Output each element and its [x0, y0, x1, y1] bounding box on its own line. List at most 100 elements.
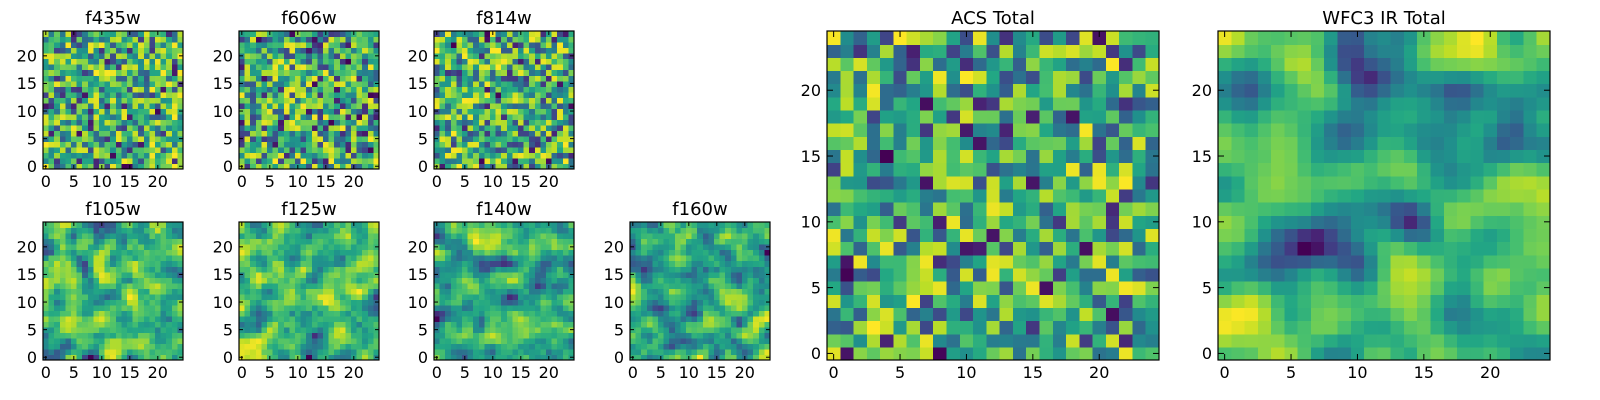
- heatmap-cell: [730, 337, 737, 345]
- heatmap-cell: [540, 91, 547, 98]
- heatmap-cell: [54, 130, 61, 137]
- heatmap-cell: [99, 299, 106, 306]
- heatmap-cells: [239, 31, 380, 170]
- heatmap-cell: [641, 227, 648, 234]
- heatmap-cell: [373, 227, 380, 234]
- heatmap-cell: [59, 299, 66, 306]
- heatmap-cell: [753, 277, 760, 284]
- heatmap-cell: [518, 299, 525, 306]
- heatmap-cell: [171, 113, 178, 120]
- heatmap-cell: [323, 135, 330, 142]
- y-tick-label: 15: [213, 265, 233, 284]
- heatmap-cell: [93, 102, 100, 109]
- heatmap-cell: [160, 58, 167, 65]
- heatmap-cell: [328, 354, 335, 361]
- heatmap-cell: [143, 277, 150, 284]
- heatmap-cell: [143, 97, 150, 104]
- heatmap-cell: [490, 249, 497, 256]
- heatmap-cell: [495, 326, 502, 333]
- heatmap-cell: [48, 124, 55, 131]
- heatmap-cell: [456, 282, 463, 289]
- heatmap-cell: [1026, 267, 1041, 282]
- heatmap-cell: [512, 310, 519, 317]
- heatmap-cell: [669, 271, 676, 278]
- heatmap-cell: [306, 238, 313, 245]
- heatmap-cell: [708, 227, 715, 234]
- heatmap-cell: [87, 141, 94, 148]
- heatmap-cell: [149, 354, 156, 361]
- heatmap-cell: [295, 53, 302, 60]
- heatmap-cell: [747, 310, 754, 317]
- heatmap-cell: [1012, 281, 1027, 295]
- heatmap-cell: [562, 130, 569, 137]
- heatmap-cell: [495, 146, 502, 154]
- heatmap-cell: [919, 254, 934, 269]
- heatmap-cell: [115, 141, 122, 148]
- heatmap-cell: [523, 233, 530, 240]
- x-tick-label: 0: [41, 172, 51, 191]
- x-tick-label: 15: [316, 363, 336, 382]
- heatmap-cell: [160, 31, 167, 38]
- heatmap-cell: [149, 80, 156, 87]
- heatmap-cell: [658, 227, 665, 234]
- heatmap-cell: [367, 157, 374, 165]
- heatmap-cell: [250, 293, 257, 300]
- heatmap-cell: [758, 332, 765, 339]
- heatmap-cell: [697, 271, 704, 278]
- heatmap-cell: [462, 124, 469, 131]
- heatmap-cell: [434, 86, 441, 93]
- heatmap-cell: [663, 249, 670, 256]
- heatmap-cell: [506, 244, 513, 251]
- heatmap-cell: [155, 53, 162, 60]
- heatmap-cell: [562, 119, 569, 126]
- heatmap-cell: [351, 119, 358, 126]
- heatmap-cell: [501, 58, 508, 65]
- heatmap-cell: [306, 64, 313, 71]
- heatmap-cell: [54, 343, 61, 350]
- heatmap-cell: [518, 310, 525, 317]
- heatmap-cell: [840, 254, 855, 269]
- heatmap-cell: [115, 113, 122, 120]
- heatmap-cell: [295, 91, 302, 98]
- heatmap-cell: [93, 271, 100, 278]
- heatmap-cell: [758, 288, 765, 295]
- heatmap-cell: [244, 227, 251, 234]
- heatmap-cell: [518, 86, 525, 93]
- heatmap-cell: [495, 102, 502, 109]
- heatmap-cell: [450, 135, 457, 142]
- heatmap-cell: [82, 36, 89, 43]
- heatmap-cell: [345, 108, 352, 115]
- heatmap-cell: [568, 304, 575, 311]
- heatmap-cell: [272, 53, 279, 60]
- heatmap-cell: [76, 108, 83, 115]
- heatmap-cell: [356, 337, 363, 345]
- heatmap-cell: [160, 135, 167, 142]
- heatmap-cell: [725, 337, 732, 345]
- heatmap-cell: [1026, 346, 1041, 361]
- heatmap-cell: [691, 293, 698, 300]
- heatmap-cell: [534, 326, 541, 333]
- heatmap-cell: [439, 249, 446, 256]
- heatmap-cell: [747, 282, 754, 289]
- heatmap-cell: [540, 47, 547, 54]
- heatmap-cell: [529, 97, 536, 104]
- heatmap-cell: [87, 64, 94, 71]
- heatmap-cell: [946, 333, 961, 348]
- heatmap-cell: [166, 97, 173, 104]
- heatmap-cell: [467, 119, 474, 126]
- heatmap-cell: [512, 304, 519, 311]
- heatmap-cell: [840, 267, 855, 282]
- heatmap-cell: [306, 36, 313, 43]
- heatmap-cell: [43, 86, 50, 93]
- heatmap-cell: [351, 91, 358, 98]
- heatmap-cell: [1092, 254, 1107, 269]
- heatmap-cell: [311, 222, 318, 229]
- heatmap-cell: [1132, 346, 1147, 361]
- heatmap-cell: [933, 215, 948, 229]
- heatmap-cells: [239, 222, 380, 361]
- heatmap-cell: [753, 304, 760, 311]
- heatmap-cell: [43, 146, 50, 154]
- heatmap-cell: [149, 119, 156, 126]
- heatmap-cell: [445, 266, 452, 273]
